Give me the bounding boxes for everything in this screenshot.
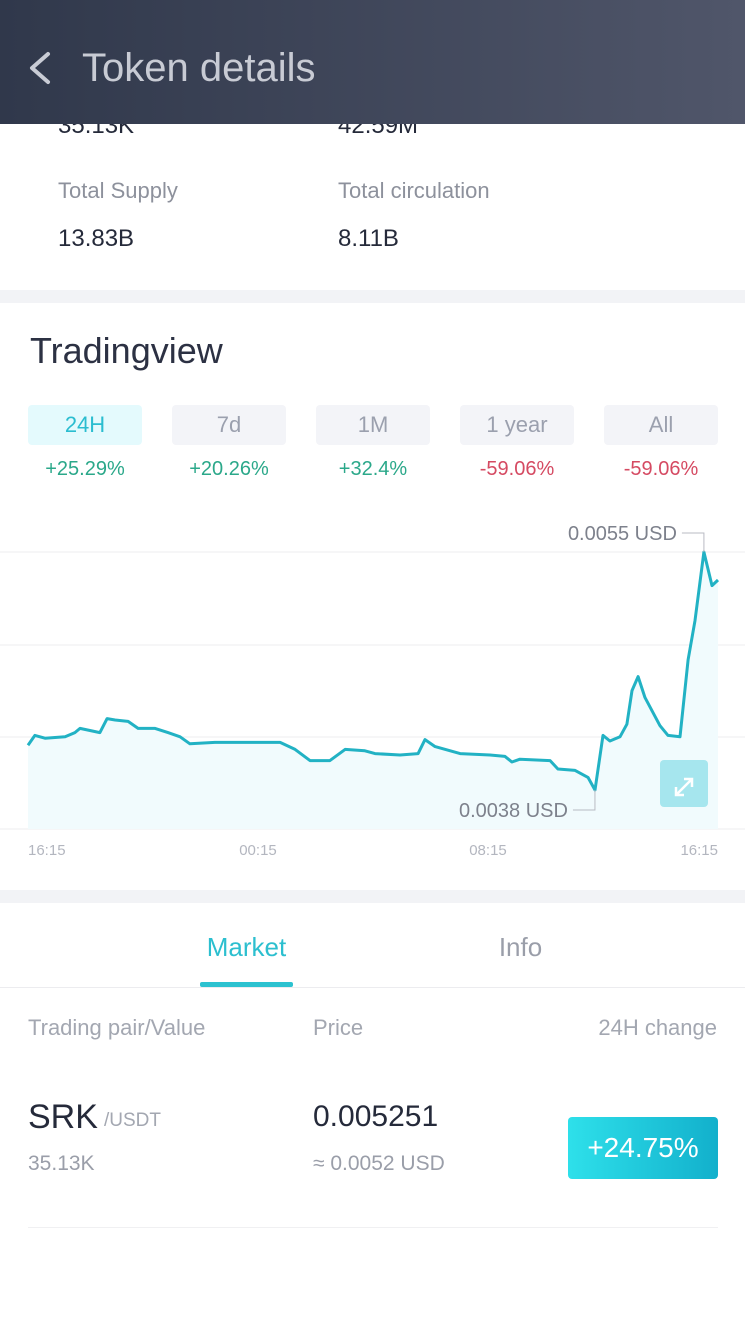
pair-volume: 35.13K xyxy=(28,1152,95,1175)
column-header: Price xyxy=(313,1015,364,1040)
pair-quote: /USDT xyxy=(104,1110,161,1131)
period-change: -59.06% xyxy=(623,458,699,480)
tab-info[interactable]: Info xyxy=(498,932,543,962)
period-tab[interactable]: 1M xyxy=(316,405,430,445)
section-title: Tradingview xyxy=(30,330,223,371)
stat-label: Total circulation xyxy=(338,178,490,203)
expand-button[interactable] xyxy=(660,760,708,807)
stat-value: 8.11B xyxy=(338,225,399,252)
price-chart: 16:15 00:15 08:15 16:15 0.0055 USD 0.0038 USD xyxy=(0,523,745,859)
annotation-label: 0.0055 USD xyxy=(568,523,677,545)
price-line xyxy=(26,550,720,792)
column-header: 24H change xyxy=(598,1015,717,1040)
pair-symbol: SRK xyxy=(28,1098,98,1136)
stat-value: 13.83B xyxy=(58,225,135,252)
separator xyxy=(0,290,745,303)
price-usd: ≈ 0.0052 USD xyxy=(313,1152,445,1175)
column-header: Trading pair/Value xyxy=(28,1015,206,1040)
period-tab[interactable]: 1 year xyxy=(460,405,574,445)
period-change: +32.4% xyxy=(338,458,408,480)
x-tick-label: 08:15 xyxy=(469,842,507,859)
period-tab[interactable]: 7d xyxy=(172,405,286,445)
annotation-label: 0.0038 USD xyxy=(459,800,568,822)
period-change: +25.29% xyxy=(45,458,125,480)
divider xyxy=(0,987,745,988)
back-button[interactable] xyxy=(26,50,56,86)
price-area xyxy=(28,552,718,829)
tab-underline xyxy=(200,982,293,987)
tab-market[interactable]: Market xyxy=(206,932,287,962)
period-change: -59.06% xyxy=(479,458,555,480)
header-title: Token details xyxy=(82,46,316,90)
price: 0.005251 xyxy=(313,1100,439,1133)
separator xyxy=(0,890,745,903)
period-tab[interactable]: 24H xyxy=(28,405,142,445)
divider xyxy=(28,1227,718,1228)
x-tick-label: 16:15 xyxy=(28,842,66,859)
header: Token details xyxy=(0,0,745,124)
annotation-connector xyxy=(681,532,705,552)
annotation-connector xyxy=(572,790,596,811)
stat-label: Total Supply xyxy=(58,178,178,203)
period-tab[interactable]: All xyxy=(604,405,718,445)
period-change: +20.26% xyxy=(189,458,269,480)
x-tick-label: 16:15 xyxy=(680,842,718,859)
change-badge: +24.75% xyxy=(568,1117,718,1179)
x-tick-label: 00:15 xyxy=(239,842,277,859)
